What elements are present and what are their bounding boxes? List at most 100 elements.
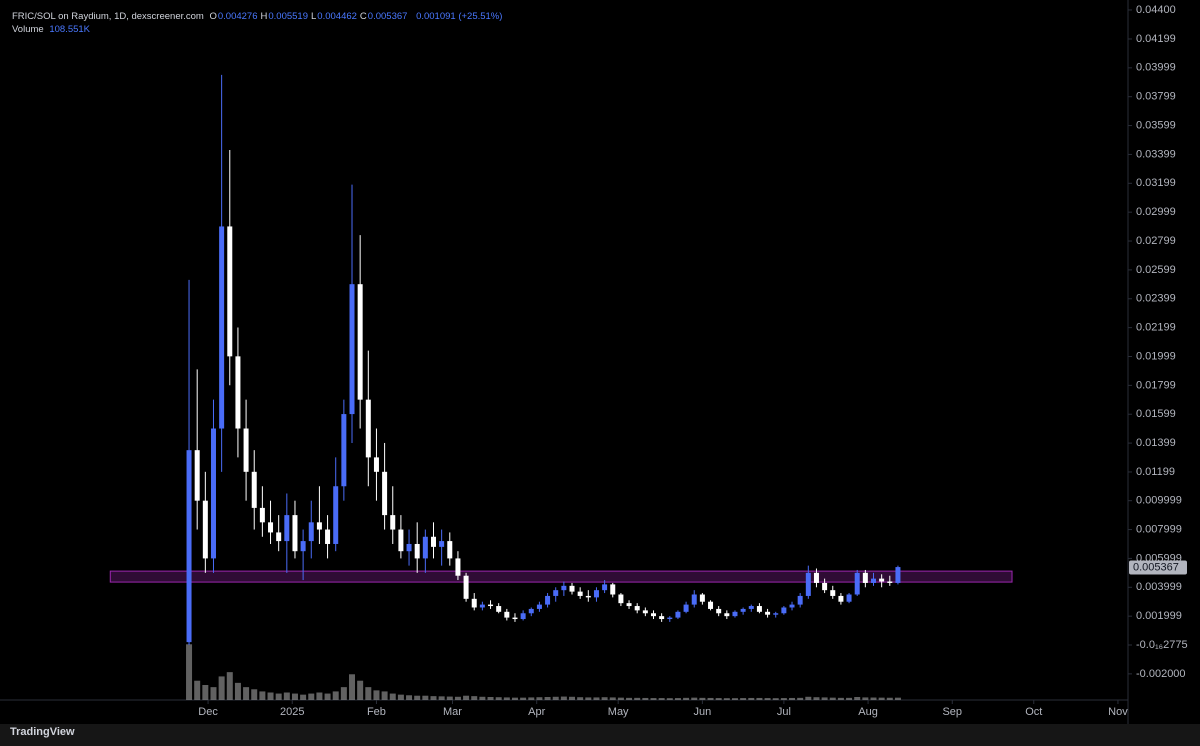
volume-bar <box>723 698 730 700</box>
ohlc-key: H <box>260 11 268 22</box>
candle-body <box>194 450 200 501</box>
volume-bar <box>283 692 290 700</box>
volume-bar <box>308 693 315 700</box>
volume-bar <box>202 685 209 700</box>
candle-body <box>463 575 469 599</box>
volume-bar <box>397 694 404 700</box>
volume-bar <box>805 696 812 700</box>
candle-body <box>813 572 819 583</box>
volume-bar <box>577 697 584 700</box>
volume-bar <box>650 698 657 700</box>
candle-body <box>716 608 722 614</box>
candle-body <box>488 604 494 607</box>
candle-body <box>805 572 811 596</box>
candle-body <box>765 611 771 615</box>
volume-bar <box>357 680 364 700</box>
candle-body <box>585 595 591 598</box>
last-price-label: 0.005367 <box>1133 561 1179 573</box>
change: 0.001091 (+25.51%) <box>416 11 503 22</box>
candle-body <box>227 226 233 357</box>
candle-body <box>887 581 893 583</box>
y-tick-label: -0.002000 <box>1136 668 1186 680</box>
candle-body <box>341 414 347 487</box>
legend: FRIC/SOL on Raydium, 1D, dexscreener.com… <box>12 10 505 36</box>
volume-bar <box>789 697 796 700</box>
candle-body <box>447 541 453 559</box>
candle-body <box>862 572 868 583</box>
candle-body <box>838 595 844 602</box>
x-tick-label: Apr <box>528 706 545 718</box>
footer-bar <box>0 724 1200 746</box>
candle-body <box>602 584 608 591</box>
y-tick-label: 0.03999 <box>1136 62 1176 74</box>
candle-body <box>430 536 436 547</box>
candle-body <box>683 604 689 612</box>
ohlc-value: 0.004462 <box>317 11 357 22</box>
candle-body <box>316 522 322 530</box>
volume-title: Volume <box>12 24 44 35</box>
candle-body <box>292 515 298 552</box>
candle-body <box>610 584 616 595</box>
candle-body <box>390 515 396 530</box>
candle-body <box>276 532 282 542</box>
candle-body <box>504 611 510 618</box>
volume-bar <box>593 697 600 700</box>
volume-bar <box>740 698 747 700</box>
candle-body <box>300 541 306 552</box>
x-tick-label: Sep <box>942 706 962 718</box>
volume-bar <box>601 697 608 700</box>
candle-body <box>210 428 216 559</box>
candle-body <box>871 578 877 583</box>
volume-bar <box>797 697 804 700</box>
y-tick-label: 0.01799 <box>1136 379 1176 391</box>
volume-bar <box>569 696 576 700</box>
candle-body <box>667 617 673 620</box>
candle-body <box>471 598 477 608</box>
candle-body <box>219 226 225 429</box>
volume-bar <box>218 676 225 700</box>
candle-body <box>748 606 754 609</box>
volume-bar <box>837 697 844 700</box>
candle-body <box>235 356 241 429</box>
volume-bar <box>626 697 633 700</box>
candle-body <box>357 284 363 400</box>
volume-bar <box>381 691 388 700</box>
candle-body <box>569 585 575 592</box>
candle-body <box>243 428 249 472</box>
ohlc-key: L <box>311 11 317 22</box>
x-tick-label: Oct <box>1025 706 1042 718</box>
volume-bar <box>511 697 518 700</box>
x-tick-label: May <box>608 706 629 718</box>
volume-bar <box>243 687 250 700</box>
volume-bar <box>658 698 665 700</box>
volume-bar <box>430 696 437 700</box>
ohlc-value: 0.004276 <box>217 11 258 22</box>
candle-body <box>186 450 192 643</box>
volume-bar <box>324 693 331 700</box>
volume-bar <box>487 697 494 700</box>
volume-bar <box>560 696 567 700</box>
candle-body <box>259 507 265 523</box>
candle-body <box>496 606 502 612</box>
volume-bar <box>552 696 559 700</box>
volume-bar <box>609 697 616 700</box>
volume-bar <box>642 697 649 700</box>
candle-body <box>398 529 404 552</box>
candle-body <box>512 617 518 620</box>
volume-bar <box>731 698 738 700</box>
candle-body <box>593 590 599 598</box>
volume-bar <box>748 697 755 700</box>
y-tick-label: 0.03199 <box>1136 177 1176 189</box>
volume-bar <box>821 697 828 700</box>
volume-bar <box>617 697 624 700</box>
volume-bar <box>634 697 641 700</box>
y-tick-label: 0.007999 <box>1136 523 1182 535</box>
x-tick-label: Feb <box>367 706 386 718</box>
volume-bar <box>495 697 502 700</box>
symbol-row: FRIC/SOL on Raydium, 1D, dexscreener.com… <box>12 10 505 23</box>
y-tick-label: 0.009999 <box>1136 495 1182 507</box>
candle-body <box>536 604 542 609</box>
volume-bar <box>406 695 413 700</box>
x-tick-label: Aug <box>858 706 878 718</box>
candle-body <box>349 284 355 415</box>
